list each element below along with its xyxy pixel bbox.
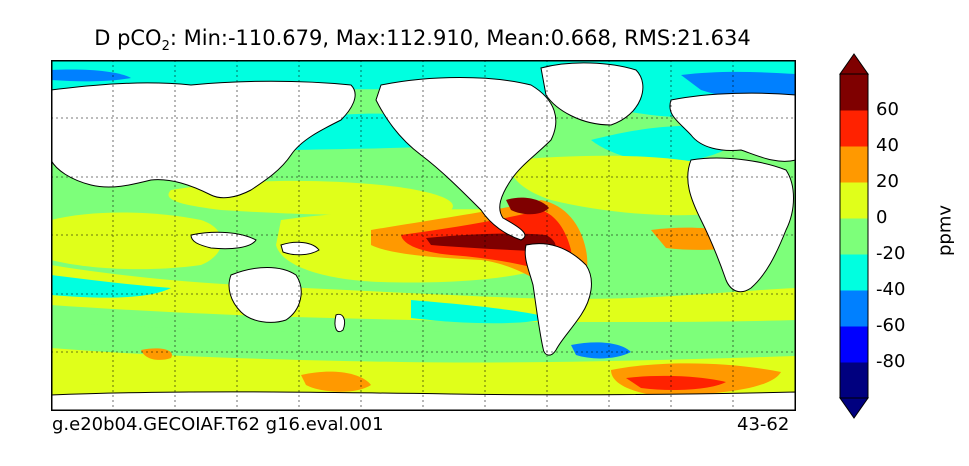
title-prefix: D pCO [94, 26, 162, 50]
title-subscript: 2 [161, 39, 170, 55]
indian-yellow [51, 212, 222, 270]
so-orange-1 [301, 371, 371, 392]
colorbar-segment [840, 182, 868, 219]
land-indonesia [190, 231, 257, 250]
colorbar-unit-label: ppmv [934, 204, 956, 257]
case-name: g.e20b04.GECOIAF.T62 g16.eval.001 [52, 414, 384, 435]
so-red [626, 375, 726, 390]
year-range: 43-62 [737, 414, 790, 435]
colorbar-tick-label: 20 [876, 171, 899, 192]
colorbar-segment [840, 290, 868, 327]
title-stats: : Min:-110.679, Max:112.910, Mean:0.668,… [169, 26, 751, 50]
land-south-america [524, 243, 592, 356]
colorbar [839, 53, 869, 419]
colorbar-min-extend [839, 397, 869, 419]
colorbar-tick-label: -40 [876, 279, 906, 300]
colorbar-tick-label: 40 [876, 135, 899, 156]
land-antarctica [51, 391, 796, 411]
land-europe-east [669, 92, 796, 162]
so-orange-3 [141, 348, 172, 360]
colorbar-segment [840, 326, 868, 363]
land-north-america [375, 77, 557, 241]
epac-dark-north [506, 197, 549, 215]
colorbar-tick-label: 0 [876, 207, 888, 228]
colorbar-segment [840, 146, 868, 183]
land-africa [687, 157, 794, 293]
colorbar-segment [840, 362, 868, 399]
colorbar-max-extend [839, 53, 869, 75]
plot-title: D pCO2: Min:-110.679, Max:112.910, Mean:… [0, 26, 845, 54]
land-europe-asia [51, 80, 356, 199]
pco2-map [51, 60, 796, 411]
colorbar-frame [839, 73, 869, 399]
so-blue [571, 342, 631, 359]
land-new-guinea [280, 241, 320, 256]
colorbar-tick-label: 60 [876, 99, 899, 120]
map-frame [51, 60, 796, 411]
colorbar-segment [840, 110, 868, 147]
colorbar-segment [840, 218, 868, 255]
land-nz [334, 313, 346, 333]
southern-cyan-west [51, 275, 171, 298]
arctic-blue-west [51, 69, 131, 82]
colorbar-segment [840, 254, 868, 291]
colorbar-tick-label: -60 [876, 315, 906, 336]
colorbar-segment [840, 74, 868, 111]
colorbar-tick-label: -80 [876, 351, 906, 372]
colorbar-tick-label: -20 [876, 243, 906, 264]
land-greenland [540, 62, 644, 126]
land-australia [228, 267, 302, 323]
southern-cyan-east [411, 300, 551, 324]
